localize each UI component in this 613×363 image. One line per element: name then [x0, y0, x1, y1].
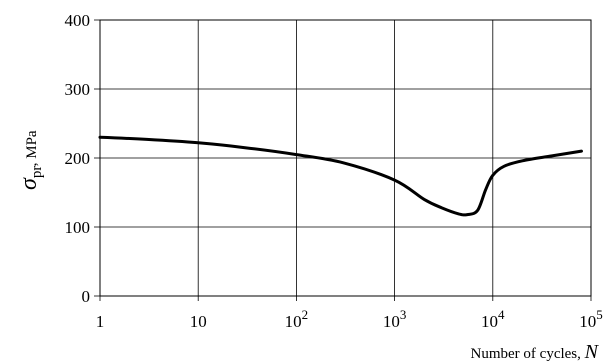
x-tick-label: 1 [96, 312, 105, 331]
x-tick-label: 105 [579, 307, 603, 331]
y-tick-label: 200 [65, 149, 91, 168]
y-tick-label: 300 [65, 80, 91, 99]
svg-text:Number of cycles, N: Number of cycles, N [471, 341, 600, 363]
y-tick-label: 0 [82, 287, 91, 306]
series-line [98, 135, 583, 217]
x-tick-labels: 1 10 102 103 104 105 [96, 307, 603, 331]
svg-text:σpr, MPa: σpr, MPa [16, 130, 45, 190]
plot-frame [99, 19, 592, 297]
x-tick-label: 103 [383, 307, 407, 331]
y-axis-label: σpr, MPa [16, 130, 45, 190]
y-tick-label: 400 [65, 11, 91, 30]
y-tick-label: 100 [65, 218, 91, 237]
x-tick-label: 10 [190, 312, 207, 331]
x-axis-label: Number of cycles, N [471, 341, 600, 363]
x-tick-label: 102 [285, 307, 309, 331]
x-tick-label: 104 [481, 307, 505, 331]
grid [94, 19, 592, 301]
y-tick-labels: 0 100 200 300 400 [65, 11, 91, 306]
